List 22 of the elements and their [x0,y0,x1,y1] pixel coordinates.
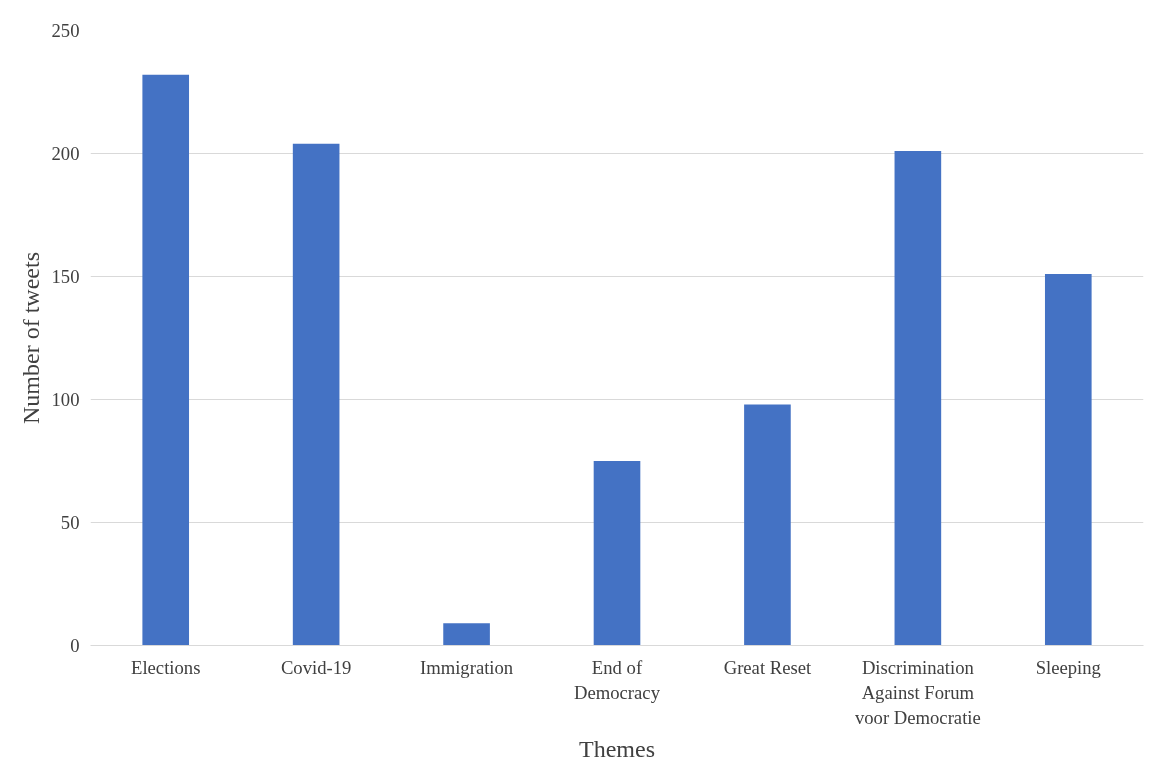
bar [593,461,641,646]
x-tick-label: Elections [131,656,201,678]
y-tick-label: 250 [51,20,80,41]
x-tick-label: Covid-19 [280,656,352,678]
y-tick-label: 150 [51,266,80,287]
x-tick-label: Immigration [419,656,514,678]
x-axis-title: Themes [579,735,655,762]
y-tick-label: 50 [60,512,80,533]
x-tick-label: End of Democracy [574,656,661,703]
bar [894,151,942,646]
x-tick-label: Discrimination Against Forum voor Democratie [854,656,981,728]
y-tick-label: 0 [70,635,80,656]
y-tick-label: 200 [51,143,80,164]
bar [1044,274,1092,646]
x-tick-label: Sleeping [1035,656,1101,678]
x-tick-label: Great Reset [723,656,813,678]
bar [142,74,190,646]
bar [443,623,490,646]
bar [292,143,340,646]
bar [744,404,791,646]
y-axis-title: Number of tweets [17,252,44,424]
y-tick-label: 100 [51,389,80,410]
